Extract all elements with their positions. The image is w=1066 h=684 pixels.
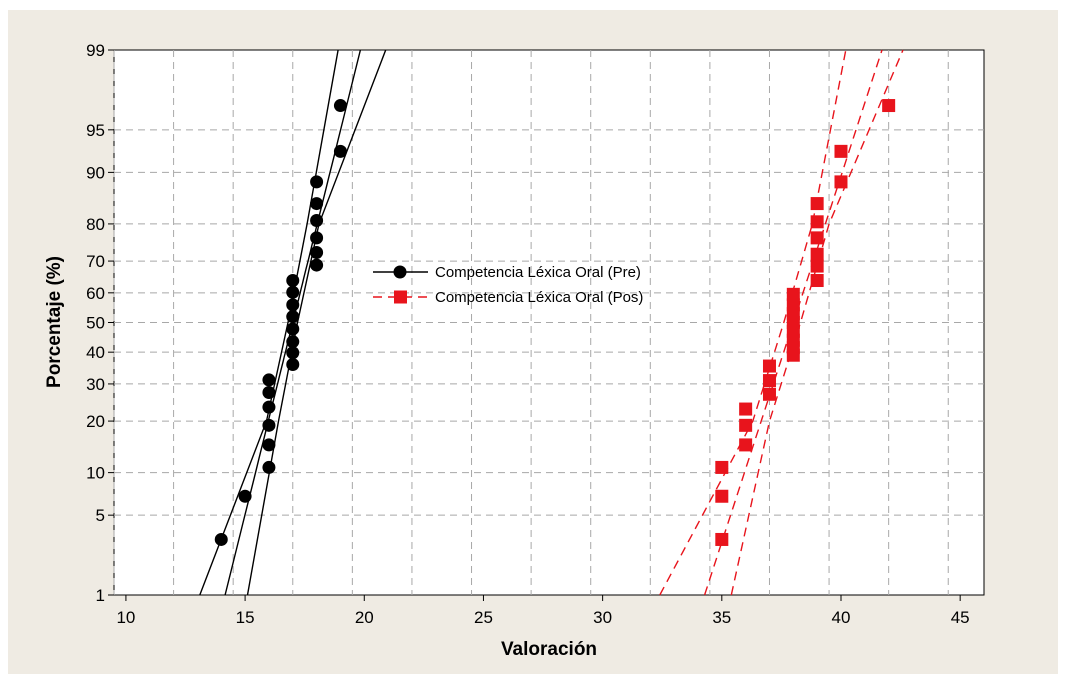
data-point [810, 259, 824, 273]
grid [113, 50, 984, 595]
data-point [286, 357, 300, 371]
data-point [810, 247, 824, 261]
data-point [262, 460, 276, 474]
data-point [739, 418, 753, 432]
data-point [810, 274, 824, 288]
y-tick-label: 30 [86, 375, 105, 394]
data-point [715, 460, 729, 474]
y-tick-label: 80 [86, 215, 105, 234]
series-group [659, 49, 904, 596]
x-axis-title: Valoración [501, 639, 597, 660]
legend-label: Competencia Léxica Oral (Pre) [435, 264, 641, 281]
confidence-band-lower [246, 49, 387, 596]
data-point [834, 144, 848, 158]
legend-marker [393, 265, 407, 279]
data-point [310, 214, 324, 228]
x-tick-label: 30 [593, 608, 612, 627]
y-tick-label: 10 [86, 464, 105, 483]
data-point [262, 438, 276, 452]
data-point [310, 197, 324, 211]
data-point [762, 387, 776, 401]
data-point [238, 489, 252, 503]
data-point [286, 274, 300, 288]
data-point [286, 285, 300, 299]
data-point [333, 144, 347, 158]
data-point [739, 402, 753, 416]
data-point [286, 322, 300, 336]
y-tick-label: 40 [86, 343, 105, 362]
x-tick-label: 25 [474, 608, 493, 627]
data-point [739, 438, 753, 452]
data-point [286, 335, 300, 349]
data-point [882, 99, 896, 113]
x-tick-label: 40 [832, 608, 851, 627]
data-point [810, 197, 824, 211]
y-tick-label: 99 [86, 41, 105, 60]
series-group [199, 49, 387, 596]
data-point [762, 374, 776, 388]
data-point [262, 418, 276, 432]
y-tick-label: 95 [86, 121, 105, 140]
data-point [834, 175, 848, 189]
data-point [333, 99, 347, 113]
data-point [786, 298, 800, 312]
confidence-band-upper [199, 49, 339, 596]
y-axis-title: Porcentaje (%) [44, 256, 65, 388]
data-point [262, 373, 276, 387]
data-point [214, 532, 228, 546]
x-tick-label: 10 [116, 608, 135, 627]
data-point [286, 298, 300, 312]
x-tick-label: 35 [712, 608, 731, 627]
confidence-band-upper [659, 49, 847, 596]
data-point [810, 215, 824, 229]
data-point [310, 258, 324, 272]
data-point [715, 489, 729, 503]
data-point [286, 346, 300, 360]
y-tick-label: 60 [86, 284, 105, 303]
legend: Competencia Léxica Oral (Pre) Competencia… [373, 264, 643, 306]
series [199, 49, 904, 596]
data-point [310, 245, 324, 259]
y-tick-label: 50 [86, 314, 105, 333]
data-point [262, 400, 276, 414]
y-tick-label: 70 [86, 252, 105, 271]
x-tick-label: 45 [951, 608, 970, 627]
data-point [810, 231, 824, 245]
legend-marker [394, 290, 407, 304]
y-tick-label: 90 [86, 163, 105, 182]
data-point [286, 310, 300, 324]
data-point [310, 175, 324, 189]
data-point [715, 532, 729, 546]
y-tick-label: 5 [96, 506, 105, 525]
data-point [762, 359, 776, 373]
legend-label: Competencia Léxica Oral (Pos) [435, 289, 643, 306]
y-tick-label: 20 [86, 412, 105, 431]
data-point [262, 386, 276, 400]
data-point [310, 231, 324, 245]
y-tick-label: 1 [96, 586, 105, 605]
x-tick-label: 20 [355, 608, 374, 627]
data-point [786, 287, 800, 301]
x-tick-label: 15 [236, 608, 255, 627]
